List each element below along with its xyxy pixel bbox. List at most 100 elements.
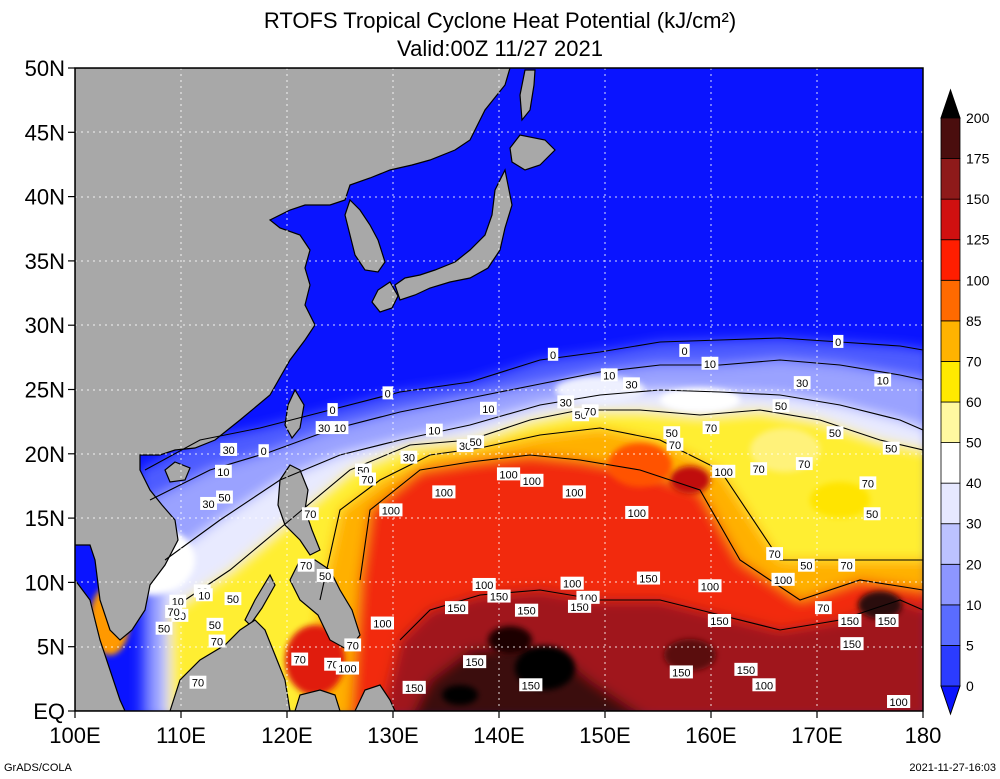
land [75,68,556,711]
contour-label: 100 [628,508,646,520]
land-sulawesi [294,689,341,711]
contour-label: 100 [523,476,541,488]
contour-label: 70 [768,549,780,561]
contour-label-box [472,577,496,591]
contour-label: 0 [550,350,556,362]
land-japan-kyushu [371,281,399,313]
contour-label: 100 [373,619,391,631]
contour-label: 50 [866,509,878,521]
contour-label-box [301,507,319,521]
x-tick-label: 130E [367,723,418,748]
contour-label-box [771,572,795,586]
contour-label: 50 [158,624,170,636]
y-tick-label: 45N [25,120,65,145]
contour-label-box [793,376,811,390]
contour-label-box [838,558,856,572]
contour-label: 50 [319,571,331,583]
contour-label: 50 [227,594,239,606]
contour-label-box [359,472,376,486]
contour-label-box [382,386,393,400]
contour-label-box [600,368,618,382]
contour-label: 70 [862,478,874,490]
land-malay-peninsula [75,579,126,711]
contour-label: 70 [817,603,829,615]
contour-label: 70 [753,464,765,476]
y-tick-label: 35N [25,249,65,274]
contour-label-box [480,401,497,415]
contour-label-box [370,616,394,630]
contour-label: 70 [705,423,717,435]
contour-label-box [663,426,681,440]
x-axis: 100E 110E 120E 130E 140E 150E 160E 170E 180 [49,711,941,748]
contour-label-box [344,638,362,652]
colorbar-swatch [940,604,961,646]
contour-label: 150 [522,680,540,692]
contour-label: 100 [755,680,773,692]
contour-label: 150 [672,667,690,679]
contour-label: 0 [835,337,841,349]
contour-label-box [331,421,349,435]
y-tick-label: 5N [37,635,65,660]
contour-label: 30 [318,423,330,435]
colorbar-level-label: 20 [966,556,982,572]
contour-label: 150 [737,665,755,677]
contour-label: 30 [625,379,637,391]
contour-label-box [701,356,719,370]
y-tick-label: 40N [25,185,65,210]
contour-label: 70 [326,660,338,672]
colorbar-swatch [940,239,961,281]
contour-label: 150 [878,616,896,628]
contour-label: 0 [330,405,336,417]
contour-label-box [874,373,892,387]
contour-label-box [875,613,899,627]
colorbar-legend: 0 5 10 20 30 40 50 60 70 85 100 125 150 175 200 [940,88,990,716]
contour-label-box [863,507,881,521]
contour-label: 0 [385,388,391,400]
y-tick-label: 20N [25,442,65,467]
colorbar-swatch [940,198,961,241]
colorbar-swatch [940,401,961,443]
land-luzon [277,464,321,556]
contour-label: 10 [704,359,716,371]
contour-label-box [379,503,403,517]
contour-label-box [581,404,599,418]
contour-label-box [666,437,684,451]
colorbar-swatch [940,320,961,362]
contour-label: 70 [361,475,373,487]
colorbar-level-label: 150 [966,191,990,207]
colorbar-level-label: 30 [966,516,982,532]
contour-label-box [445,601,469,615]
contour-label: 10 [482,404,494,416]
contour-label-box [840,637,864,651]
y-axis: EQ 5N 10N 15N 20N 25N 30N 35N 40N 45N 50N [25,56,75,724]
contour-label: 30 [560,397,572,409]
contour-label-box [432,485,456,499]
colorbar-level-label: 85 [966,313,982,329]
map-title: RTOFS Tropical Cyclone Heat Potential (k… [263,8,737,33]
contour-label: 150 [639,574,657,586]
contour-label-box [826,426,844,440]
contour-label: 100 [338,664,356,676]
colorbar-level-label: 0 [966,678,974,694]
contour-label-box [814,601,832,615]
contour-label-box [165,604,182,618]
contour-label-box [798,558,815,572]
colorbar-level-label: 125 [966,232,990,248]
contour-label-box [327,403,338,417]
contour-label-box [772,399,790,413]
contour-label: 100 [701,581,719,593]
x-tick-label: 120E [261,723,312,748]
contour-label: 50 [218,493,230,505]
contour-label: 10 [877,375,889,387]
contour-label: 70 [211,637,223,649]
land-new-guinea [354,684,396,711]
contour-label-box [169,594,187,608]
contour-label-box [636,571,661,585]
contour-label-box [425,423,443,437]
contour-label-box [258,444,269,458]
contour-label-box [882,441,900,455]
contour-label: 30 [403,453,415,465]
x-tick-label: 160E [685,723,736,748]
contour-label: 0 [261,446,267,458]
